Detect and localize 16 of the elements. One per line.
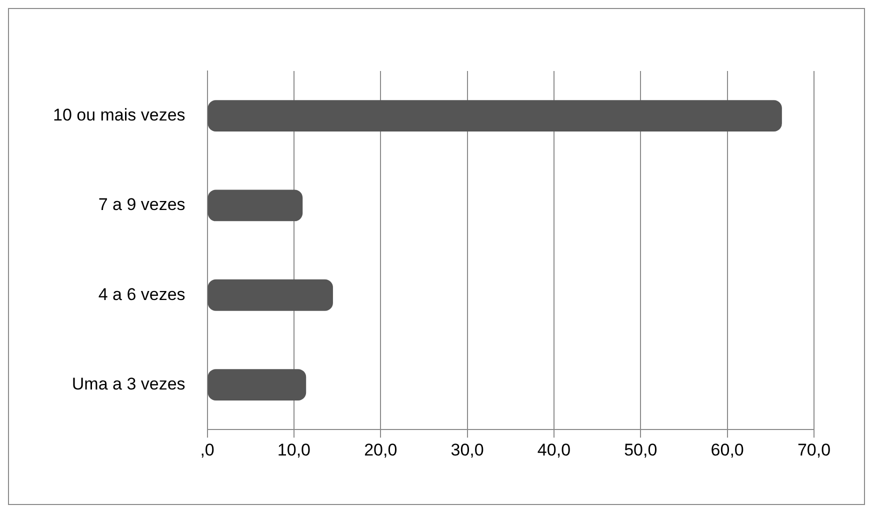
bar — [208, 190, 303, 222]
x-tick-label: 60,0 — [710, 440, 744, 460]
y-tick-label: 10 ou mais vezes — [52, 106, 186, 125]
x-tick-label: 20,0 — [364, 440, 398, 460]
y-tick-label: 4 a 6 vezes — [98, 284, 186, 304]
bar — [208, 279, 333, 311]
x-tick-label: 40,0 — [537, 440, 571, 460]
x-tick-label: 10,0 — [277, 440, 311, 460]
x-tick-label: 70,0 — [797, 440, 831, 460]
x-tick-label: 30,0 — [450, 440, 484, 460]
y-tick-label: Uma a 3 vezes — [72, 374, 186, 394]
y-tick-label: 7 a 9 vezes — [98, 195, 186, 214]
x-tick-label: ,0 — [200, 440, 214, 460]
bar — [208, 369, 306, 400]
bar — [208, 100, 782, 132]
x-tick-label: 50,0 — [624, 440, 658, 460]
